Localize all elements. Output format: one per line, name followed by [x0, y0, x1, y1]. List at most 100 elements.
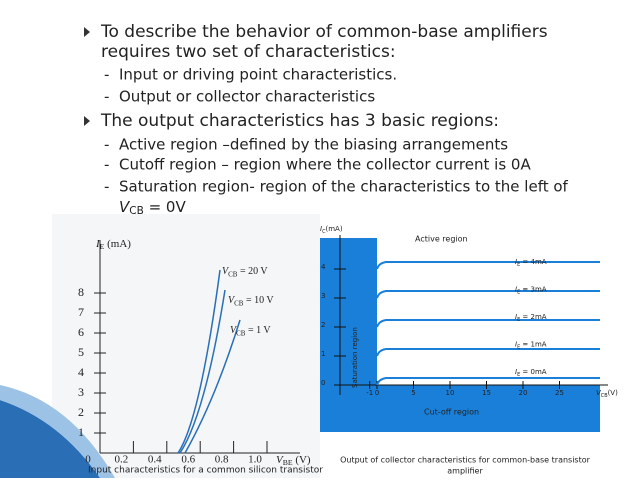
input-figure-bg — [52, 214, 320, 478]
sub-dash: - — [104, 136, 109, 154]
label-main: V — [222, 266, 230, 277]
sub-bullet-text: Saturation region- region of the charact… — [119, 178, 569, 196]
label-rest: = 2mA — [520, 313, 547, 321]
label-main: I — [320, 225, 322, 233]
sub-bullet-text: Input or driving point characteristics. — [119, 66, 397, 84]
label-sub: E — [100, 242, 105, 251]
bullet-text: requires two set of characteristics: — [101, 42, 396, 62]
sub-dash: - — [104, 88, 109, 106]
bullet-text: The output characteristics has 3 basic r… — [100, 111, 499, 131]
label-rest: (mA) — [104, 238, 131, 250]
x-tick-label: 25 — [555, 389, 564, 397]
x-axis-label: VBE (V) — [276, 454, 311, 467]
label-sub: BE — [283, 458, 293, 467]
label-main: V — [596, 389, 602, 397]
label-sub: CB — [234, 299, 244, 307]
sub-bullet-text: VCB = 0V — [119, 198, 186, 217]
decoration — [0, 385, 115, 478]
characteristic-line — [376, 261, 600, 270]
sub-dash: - — [104, 178, 109, 196]
label-rest: = 3mA — [520, 286, 547, 294]
x-tick-label: 0.4 — [148, 454, 162, 466]
x-tick-label: 5 — [411, 389, 415, 397]
label-sub: E — [517, 371, 520, 377]
y-tick-label: 1 — [321, 350, 325, 358]
bullet-marker — [84, 116, 90, 126]
x-tick-label: 15 — [482, 389, 491, 397]
current-label: IE = 4mA — [515, 258, 547, 267]
y-tick-label: 4 — [78, 365, 84, 379]
label-sub: E — [517, 261, 520, 267]
region-label: Saturation region — [351, 327, 359, 388]
y-tick-label: 1 — [78, 425, 84, 439]
region-label: Active region — [415, 235, 468, 244]
x-tick-label: 0.2 — [115, 454, 129, 466]
y-tick-label: 3 — [78, 385, 84, 399]
caption: Input characteristics for a common silic… — [88, 466, 323, 476]
x-tick-label: 1.0 — [248, 454, 262, 466]
label-rest: (mA) — [326, 225, 343, 233]
curve — [184, 319, 241, 454]
x-tick-label: 0 — [375, 389, 379, 397]
characteristic-line — [376, 290, 600, 299]
decoration — [0, 400, 100, 478]
region-label: Cut-off region — [424, 408, 479, 417]
label-sub: CB — [601, 392, 608, 398]
characteristic-line — [376, 377, 600, 386]
label-rest: = 0V — [144, 198, 187, 216]
label-main: V — [276, 454, 284, 466]
label-main: I — [515, 286, 517, 294]
curve-label: VCB = 20 V — [222, 266, 268, 278]
label-main: I — [515, 368, 517, 376]
label-main: V — [230, 325, 238, 336]
y-tick-label: 2 — [321, 321, 325, 329]
label-rest: (V) — [608, 389, 619, 397]
y-tick-label: 3 — [321, 292, 325, 300]
y-tick-label: 0 — [321, 379, 325, 387]
label-rest: = 1mA — [520, 341, 547, 349]
y-tick-label: 5 — [78, 345, 84, 359]
sub-dash: - — [104, 66, 109, 84]
curve — [179, 289, 226, 454]
current-label: IE = 3mA — [515, 286, 547, 295]
x-axis-label: VCB(V) — [596, 389, 618, 398]
y-axis-label: IE (mA) — [95, 238, 131, 251]
current-label: IE = 2mA — [515, 313, 547, 322]
label-rest: = 20 V — [237, 266, 268, 277]
y-tick-label: 8 — [78, 285, 84, 299]
y-tick-label: 7 — [78, 305, 84, 319]
curve-label: VCB = 10 V — [228, 295, 274, 307]
characteristic-line — [376, 348, 600, 357]
label-sub: E — [517, 316, 520, 322]
x-tick-label: 0 — [85, 454, 91, 466]
y-tick-label: 4 — [321, 263, 326, 271]
label-main: I — [95, 238, 101, 250]
label-rest: = 0mA — [520, 368, 547, 376]
label-rest: (V) — [293, 454, 311, 466]
label-main: V — [119, 198, 131, 216]
label-main: I — [515, 313, 517, 321]
caption: Output of collector characteristics for … — [340, 456, 591, 465]
caption: amplifier — [447, 467, 483, 476]
x-tick-label: -1 — [366, 389, 373, 397]
label-sub: E — [517, 289, 520, 295]
cutoff-area — [320, 385, 600, 432]
y-tick-label: 6 — [78, 325, 84, 339]
sub-bullet-text: Active region –defined by the biasing ar… — [119, 136, 508, 154]
current-label: IE = 0mA — [515, 368, 547, 377]
label-rest: = 4mA — [520, 258, 547, 266]
sub-dash: - — [104, 156, 109, 174]
bullet-marker — [84, 27, 90, 37]
label-sub: E — [517, 344, 520, 350]
x-tick-label: 0.6 — [181, 454, 195, 466]
sub-bullet-text: Output or collector characteristics — [119, 88, 375, 106]
curve-label: VCB = 1 V — [230, 325, 271, 337]
current-label: IE = 1mA — [515, 341, 547, 350]
sub-bullet-text: Cutoff region – region where the collect… — [119, 156, 531, 174]
label-sub: CB — [236, 329, 246, 337]
x-tick-label: 20 — [519, 389, 528, 397]
x-tick-label: 0.8 — [215, 454, 229, 466]
label-main: I — [515, 341, 517, 349]
bullet-text: To describe the behavior of common-base … — [100, 22, 548, 42]
